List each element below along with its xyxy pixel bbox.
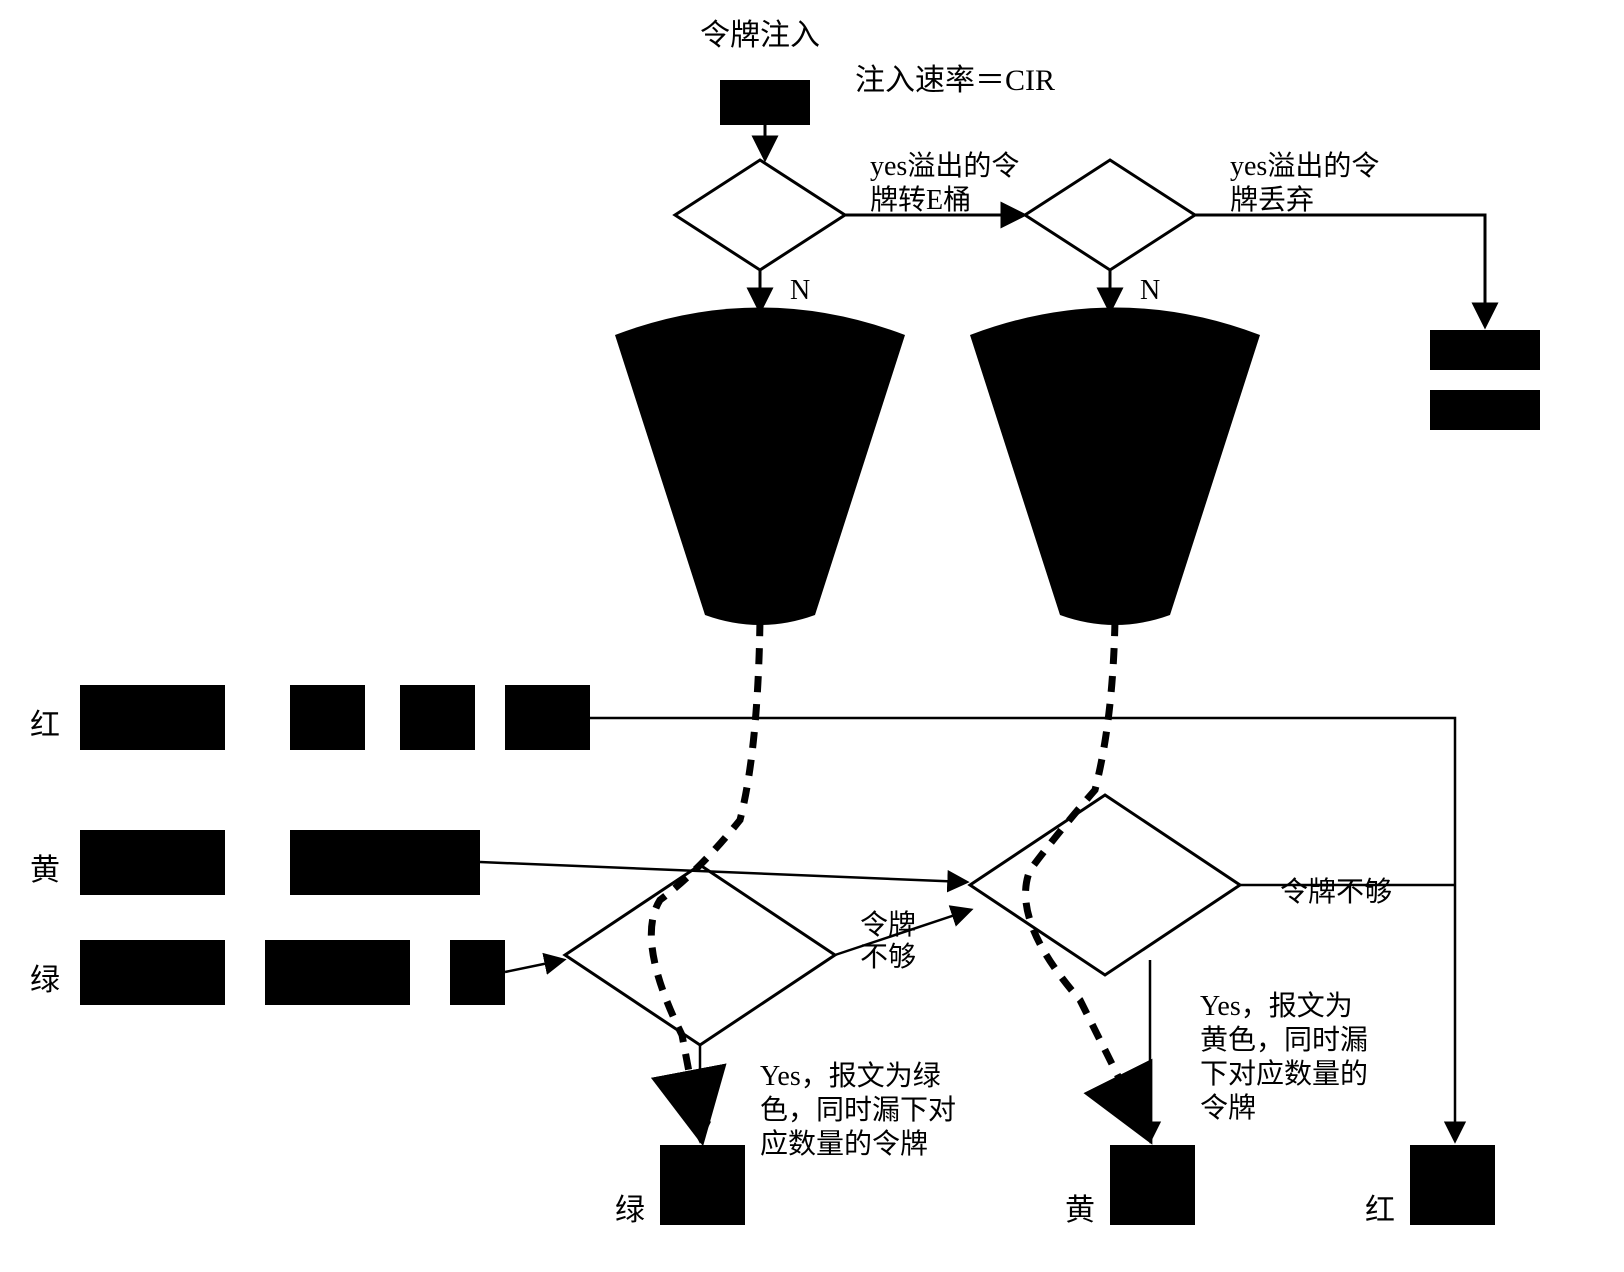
c-enough-text: C桶里有足够的令牌？？ (640, 912, 770, 1002)
row-red-box-3 (400, 685, 475, 750)
rate-label: 注入速率＝CIR (855, 55, 1055, 99)
e-enough-text: E桶里有足够的令牌？？ (1045, 842, 1175, 932)
out-red-box (1410, 1145, 1495, 1225)
row-green-box-1 (80, 940, 225, 1005)
e-full-n-label: N (1140, 275, 1160, 307)
row-green-label: 绿 (30, 955, 60, 999)
row-yellow-box-1 (80, 830, 225, 895)
out-green-box (660, 1145, 745, 1225)
row-red-box-4 (505, 685, 590, 750)
c-token-not-enough-label: 令牌不够 (860, 910, 916, 974)
bucket-c (615, 305, 905, 625)
row-green-box-2 (265, 940, 410, 1005)
e-full-text: E桶满了? (1088, 188, 1152, 244)
token-inject-box (720, 80, 810, 125)
row-red-box-1 (80, 685, 225, 750)
out-green-label: 绿 (615, 1185, 645, 1229)
row-green-box-3 (450, 940, 505, 1005)
c-full-n-label: N (790, 275, 810, 307)
e-yes-output-label: Yes，报文为黄色，同时漏下对应数量的令牌 (1200, 990, 1368, 1126)
row-red-box-2 (290, 685, 365, 750)
e-yes-overflow-label: yes溢出的令牌丢弃 (1230, 150, 1379, 218)
e-token-not-enough-label: 令牌不够 (1280, 870, 1392, 910)
discard-box-1 (1430, 330, 1540, 370)
c-yes-output-label: Yes，报文为绿色，同时漏下对应数量的令牌 (760, 1060, 956, 1162)
discard-box-2 (1430, 390, 1540, 430)
c-yes-overflow-label: yes溢出的令牌转E桶 (870, 150, 1019, 218)
out-yellow-label: 黄 (1065, 1185, 1095, 1229)
row-red-label: 红 (30, 700, 60, 744)
row-yellow-label: 黄 (30, 845, 60, 889)
token-inject-label: 令牌注入 (700, 10, 820, 54)
out-yellow-box (1110, 1145, 1195, 1225)
c-full-text: C桶满了? (738, 188, 802, 244)
row-yellow-box-2 (290, 830, 480, 895)
out-red-label: 红 (1365, 1185, 1395, 1229)
bucket-e (970, 305, 1260, 625)
